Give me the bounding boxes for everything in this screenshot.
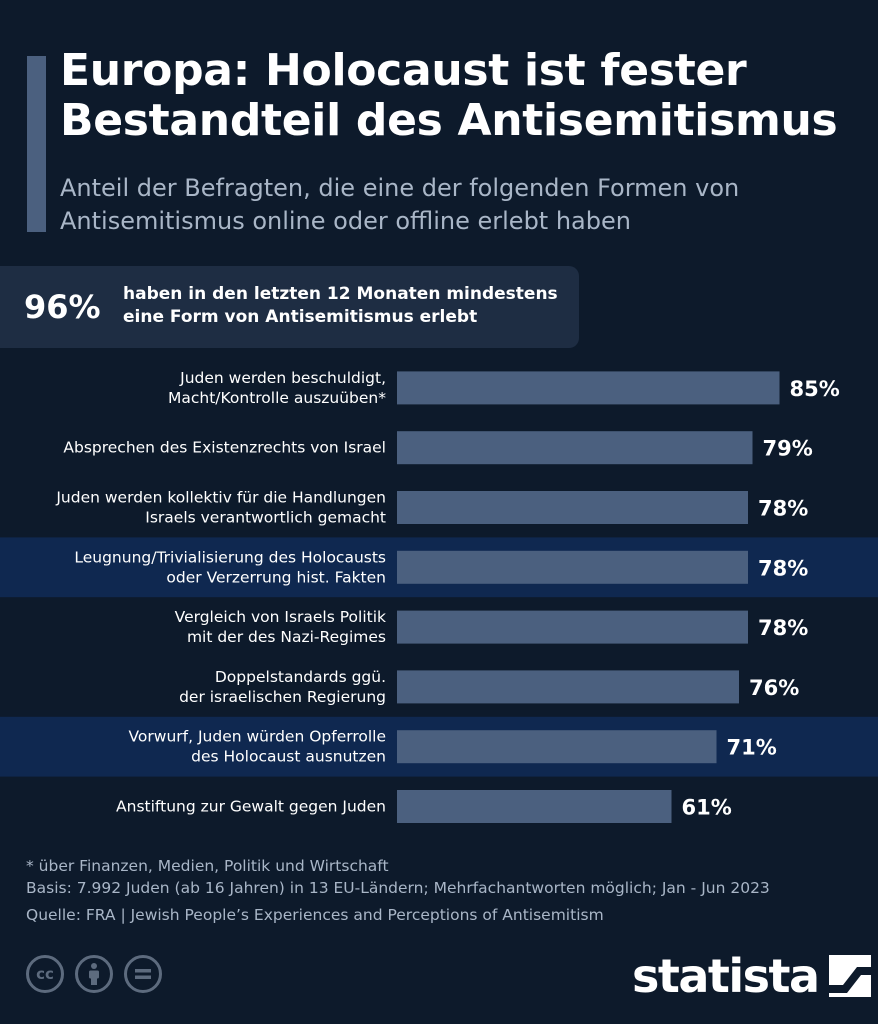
category-label-line: Anstiftung zur Gewalt gegen Juden [116, 798, 386, 816]
category-label-line: Leugnung/Trivialisierung des Holocausts [74, 548, 386, 566]
title-accent-bar [27, 56, 46, 232]
bar [397, 610, 748, 644]
nd-icon[interactable] [124, 955, 162, 993]
category-label-line: Vorwurf, Juden würden Opferrolle [129, 728, 386, 746]
category-label: Juden werden beschuldigt, Macht/Kontrolle… [168, 369, 386, 407]
source-note: Quelle: FRA | Jewish People’s Experience… [26, 906, 604, 924]
bar [397, 431, 753, 465]
brand-name: statista [632, 949, 820, 1003]
value-label: 85% [790, 377, 840, 401]
page-subtitle: Anteil der Befragten, die eine der folge… [60, 174, 740, 235]
bar [397, 670, 739, 704]
footnote: * über Finanzen, Medien, Politik und Wir… [26, 857, 389, 875]
category-label: Anstiftung zur Gewalt gegen Juden [116, 798, 386, 816]
category-label: Absprechen des Existenzrechts von Israel [63, 439, 386, 457]
category-label: Juden werden kollektiv für die Handlunge… [55, 489, 386, 527]
page-title: Europa: Holocaust ist fester Bestandteil… [60, 45, 838, 146]
category-label-line: mit der des Nazi-Regimes [187, 628, 386, 646]
category-label-line: des Holocaust ausnutzen [191, 748, 386, 766]
highlight-text: haben in den letzten 12 Monaten mindeste… [123, 284, 558, 327]
category-label: Vorwurf, Juden würden Opferrolle des Holo… [129, 728, 386, 766]
bar [397, 491, 748, 524]
category-label: Leugnung/Trivialisierung des Holocausts o… [74, 548, 386, 586]
category-label-line: Macht/Kontrolle auszuüben* [168, 389, 386, 407]
category-label-line: Israels verantwortlich gemacht [145, 509, 386, 527]
value-label: 79% [763, 437, 813, 461]
bar [397, 790, 672, 823]
license-icons: cc [26, 955, 162, 993]
bar [397, 730, 717, 764]
statista-mark-icon [828, 955, 871, 997]
category-label-line: Doppelstandards ggü. [215, 668, 386, 686]
by-icon[interactable] [75, 955, 113, 993]
category-label-line: oder Verzerrung hist. Fakten [166, 568, 386, 586]
category-label-line: der israelischen Regierung [179, 688, 386, 706]
statista-logo[interactable]: statista [632, 949, 871, 1003]
category-label-line: Juden werden beschuldigt, [179, 369, 386, 387]
footer: * über Finanzen, Medien, Politik und Wir… [26, 855, 856, 926]
cc-icon[interactable]: cc [26, 955, 64, 993]
value-label: 71% [727, 736, 777, 760]
category-label-line: Juden werden kollektiv für die Handlunge… [55, 489, 386, 507]
basis-note: Basis: 7.992 Juden (ab 16 Jahren) in 13 … [26, 879, 770, 897]
highlight-value: 96% [24, 288, 101, 326]
bar [397, 371, 780, 405]
bar [397, 550, 748, 584]
value-label: 78% [758, 616, 808, 640]
highlight-box: 96% haben in den letzten 12 Monaten mind… [0, 266, 579, 348]
value-label: 61% [682, 796, 732, 820]
category-label: Doppelstandards ggü. der israelischen Reg… [179, 668, 386, 706]
value-label: 78% [758, 497, 808, 521]
category-label-line: Vergleich von Israels Politik [175, 608, 386, 626]
category-label-line: Absprechen des Existenzrechts von Israel [63, 439, 386, 457]
category-label: Vergleich von Israels Politik mit der des… [175, 608, 386, 646]
value-label: 76% [749, 676, 799, 700]
value-label: 78% [758, 556, 808, 580]
